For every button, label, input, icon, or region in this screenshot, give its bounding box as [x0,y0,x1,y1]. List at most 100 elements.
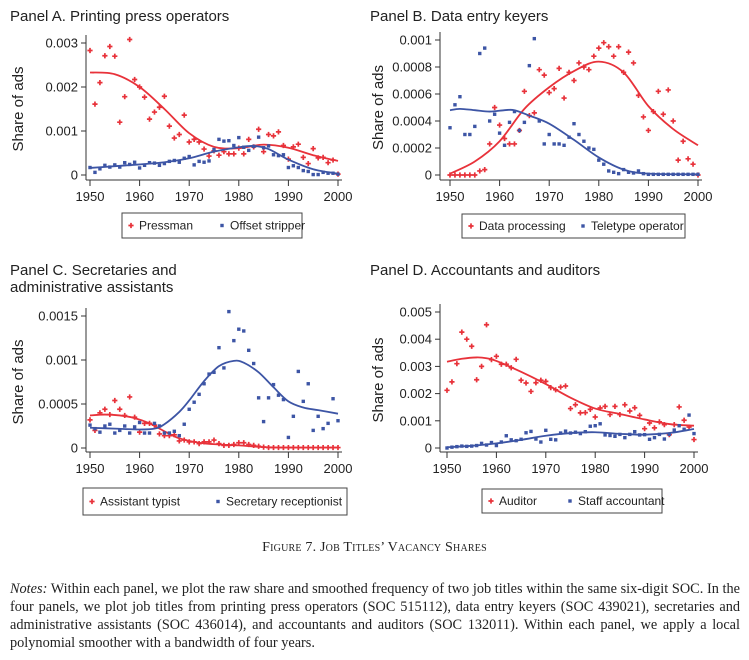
y-axis-label: Share of ads [370,337,387,422]
x-tick-label: 1960 [125,461,154,476]
data-point [462,172,468,178]
data-point [572,122,576,126]
data-point [608,433,612,438]
data-point [211,437,217,443]
data-point [87,47,93,54]
data-point [97,80,103,86]
x-tick-label: 1970 [175,189,204,204]
data-point [528,388,534,395]
data-point [132,160,137,164]
data-point [147,431,152,435]
data-point [521,88,527,94]
data-point [296,165,301,170]
y-axis-label: Share of ads [10,66,27,151]
data-point [246,136,252,142]
data-point [532,36,537,41]
data-point [552,142,556,146]
data-point [286,435,291,440]
data-point [512,109,517,114]
data-point [588,424,592,428]
y-tick-label: 0.0004 [392,114,432,129]
data-point [311,428,315,433]
data-point [537,119,541,123]
y-tick-label: 0 [425,441,432,456]
y-tick-label: 0 [425,168,432,183]
legend-marker-square [220,223,224,228]
data-point [212,370,216,375]
data-point [478,51,482,56]
data-point [227,309,231,314]
data-point [572,402,579,408]
data-point [479,441,484,446]
data-point [632,405,638,411]
data-point [474,377,480,383]
data-point [88,423,92,427]
data-point [207,159,211,163]
data-point [117,119,123,125]
data-point [132,425,137,429]
data-point [123,424,127,428]
data-point [93,170,97,175]
data-point [227,138,231,143]
data-point [593,423,597,428]
series-teletype-operator [448,36,700,177]
data-point [152,421,157,426]
legend: Pressman Offset stripper [121,212,305,239]
data-point [276,153,281,158]
data-point [504,434,508,438]
data-point [232,143,236,148]
data-point [577,132,581,137]
data-point [606,44,612,50]
y-tick-label: 0.002 [45,80,78,95]
x-tick-label: 1990 [630,461,659,476]
data-point [311,172,315,177]
data-point [562,143,566,147]
y-tick-label: 0.0002 [392,141,432,156]
data-point [611,53,617,59]
data-point [112,397,118,404]
data-point [102,53,108,59]
data-point [325,160,331,166]
data-point [176,131,182,138]
data-point [206,153,212,159]
y-axis-label: Share of ads [10,339,27,424]
y-tick-label: 0.001 [45,124,78,139]
panel-title: Panel C. Secretaries and [10,262,177,279]
data-point [626,170,631,174]
smoothed-line [449,60,699,175]
data-point [212,147,216,152]
panel-title: Panel A. Printing press operators [10,8,229,25]
data-point [217,137,221,142]
data-point [687,413,691,417]
data-point [613,434,617,439]
data-point [92,101,98,107]
data-point [166,123,172,129]
data-point [236,440,242,446]
data-point [596,45,602,51]
data-point [107,43,113,50]
data-point [300,154,306,160]
data-point [509,438,513,442]
x-tick-label: 1990 [274,189,303,204]
x-tick-label: 1960 [482,461,511,476]
data-point [529,429,533,434]
panel-title: administrative assistants [10,279,173,296]
smoothed-line [446,356,695,427]
data-point [276,393,281,397]
x-tick-label: 1960 [125,189,154,204]
data-point [281,153,286,157]
data-point [690,161,696,167]
data-point [118,428,122,433]
data-point [186,139,192,145]
data-point [222,366,226,370]
data-point [171,135,177,141]
legend-label: Secretary receptionist [226,495,343,509]
x-tick-label: 1980 [224,461,253,476]
data-point [232,338,236,343]
data-point [445,446,449,450]
data-point [660,111,666,117]
data-point [321,170,325,175]
data-point [265,131,272,138]
data-point [256,126,262,132]
data-point [261,149,267,155]
